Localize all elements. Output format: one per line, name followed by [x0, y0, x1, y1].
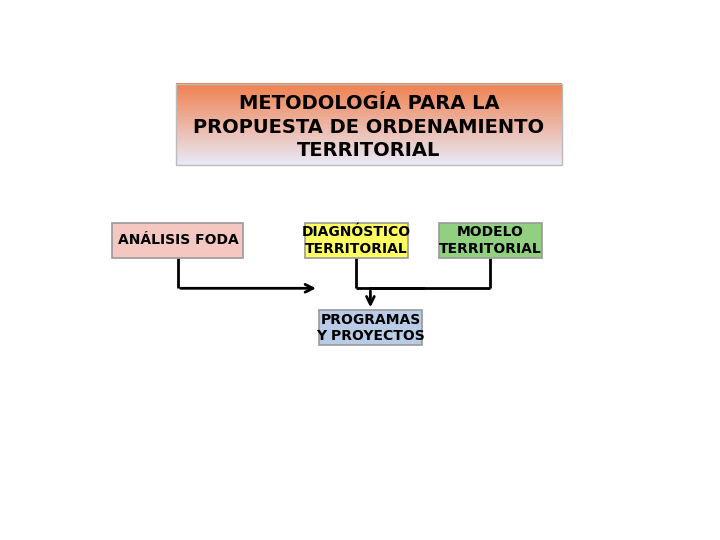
Bar — [176, 124, 562, 125]
Text: DIAGNÓSTICO
TERRITORIAL: DIAGNÓSTICO TERRITORIAL — [302, 225, 411, 255]
Bar — [319, 310, 422, 346]
Bar — [176, 129, 562, 131]
Bar — [176, 160, 562, 162]
Bar — [176, 127, 562, 130]
Bar — [176, 136, 562, 138]
Bar — [176, 144, 562, 146]
Bar — [176, 89, 562, 90]
Text: METODOLOGÍA PARA LA: METODOLOGÍA PARA LA — [239, 94, 499, 113]
Bar — [176, 98, 562, 100]
Bar — [176, 118, 562, 120]
Bar — [176, 134, 562, 136]
Bar — [176, 148, 562, 150]
Bar — [176, 150, 562, 151]
Bar — [176, 145, 562, 147]
Bar — [176, 137, 562, 139]
Bar — [176, 91, 562, 93]
Bar — [176, 155, 562, 157]
Bar — [176, 95, 562, 97]
Bar — [176, 97, 562, 98]
Bar — [176, 90, 562, 92]
Bar — [176, 161, 562, 163]
Bar — [176, 100, 562, 103]
Bar — [176, 94, 562, 96]
Text: TERRITORIAL: TERRITORIAL — [297, 141, 441, 160]
Bar — [176, 103, 562, 105]
Text: PROGRAMAS
Y PROYECTOS: PROGRAMAS Y PROYECTOS — [316, 313, 425, 343]
Text: PROPUESTA DE ORDENAMIENTO: PROPUESTA DE ORDENAMIENTO — [194, 118, 544, 137]
Text: ANÁLISIS FODA: ANÁLISIS FODA — [117, 233, 238, 247]
Bar — [176, 125, 562, 127]
Bar — [176, 159, 562, 160]
Bar — [112, 223, 243, 258]
Bar — [176, 158, 562, 159]
Bar — [176, 106, 562, 108]
Bar — [176, 107, 562, 109]
Bar — [176, 87, 562, 89]
Bar — [176, 102, 562, 104]
Bar — [176, 117, 562, 119]
Bar — [176, 84, 562, 86]
Bar — [176, 105, 562, 106]
Bar — [176, 113, 562, 114]
Bar — [176, 84, 562, 165]
Text: MODELO
TERRITORIAL: MODELO TERRITORIAL — [439, 225, 541, 255]
Bar — [176, 99, 562, 101]
Bar — [176, 163, 562, 165]
Bar — [176, 114, 562, 116]
Bar — [176, 132, 562, 133]
Bar — [176, 92, 562, 94]
Bar — [176, 111, 562, 113]
Bar — [176, 156, 562, 158]
Bar — [176, 138, 562, 140]
Bar — [176, 109, 562, 111]
Bar — [176, 152, 562, 154]
Bar — [176, 83, 562, 85]
Bar — [176, 153, 562, 155]
Bar — [176, 140, 562, 141]
Bar — [176, 146, 562, 148]
Bar — [305, 223, 408, 258]
Bar — [176, 126, 562, 128]
Bar — [176, 121, 562, 123]
Bar — [438, 223, 542, 258]
Bar — [176, 143, 562, 144]
Bar — [176, 116, 562, 117]
Bar — [176, 110, 562, 112]
Bar — [176, 151, 562, 152]
Bar — [176, 122, 562, 124]
Bar — [176, 86, 562, 87]
Bar — [176, 119, 562, 122]
Bar — [176, 130, 562, 132]
Bar — [176, 133, 562, 135]
Bar — [176, 141, 562, 143]
